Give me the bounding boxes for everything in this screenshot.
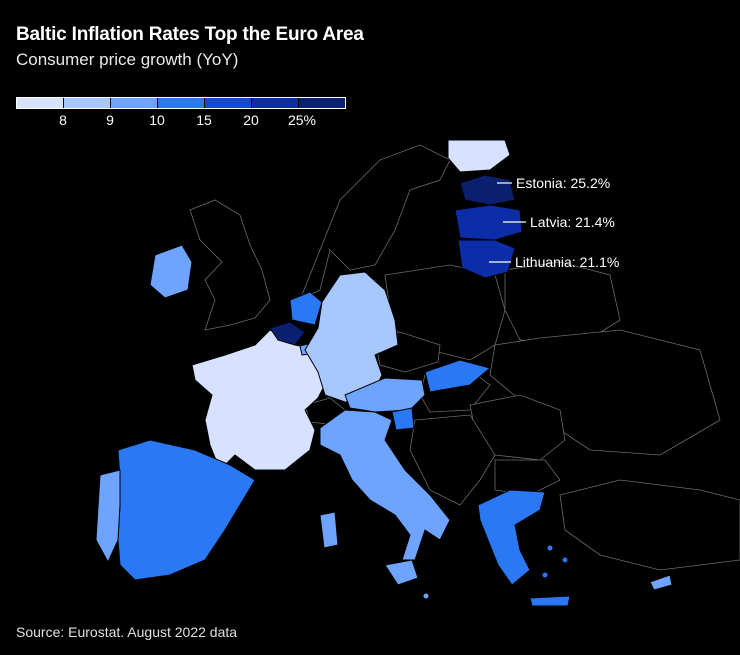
- europe-map: Estonia: 25.2% Latvia: 21.4% Lithuania: …: [95, 139, 740, 607]
- legend-swatch-5: [205, 98, 252, 108]
- legend-tick-25: 25%: [287, 112, 317, 128]
- country-germany: [304, 271, 399, 403]
- island-cyprus: [649, 574, 673, 591]
- country-ukraine: [489, 329, 721, 456]
- country-slovenia: [391, 407, 415, 431]
- island-malta: [422, 592, 430, 600]
- country-italy: [319, 409, 451, 561]
- lithuania-label: Lithuania: 21.1%: [515, 254, 619, 270]
- country-estonia: [459, 174, 516, 206]
- country-balkans: [409, 414, 496, 506]
- chart-subtitle: Consumer price growth (YoY): [16, 50, 239, 69]
- island-aegean-3: [541, 571, 549, 579]
- source-note: Source: Eurostat. August 2022 data: [16, 624, 238, 640]
- island-crete: [529, 595, 571, 607]
- country-uk: [189, 199, 271, 331]
- legend-tick-10: 10: [149, 112, 165, 128]
- country-lithuania: [457, 239, 516, 279]
- country-greece: [477, 489, 546, 586]
- legend-swatch-7: [299, 98, 345, 108]
- legend-swatch-2: [64, 98, 111, 108]
- country-scandinavia: [299, 144, 451, 301]
- island-aegean-2: [561, 556, 569, 564]
- legend-tick-8: 8: [59, 112, 67, 128]
- country-bulgaria: [494, 459, 561, 496]
- color-legend: 8 9 10 15 20 25%: [16, 97, 346, 131]
- estonia-label: Estonia: 25.2%: [516, 175, 610, 191]
- island-aegean-1: [546, 544, 554, 552]
- legend-swatch-1: [17, 98, 64, 108]
- country-austria: [344, 377, 426, 413]
- chart-title: Baltic Inflation Rates Top the Euro Area: [16, 24, 364, 45]
- legend-swatch-6: [252, 98, 299, 108]
- legend-swatch-4: [158, 98, 205, 108]
- country-netherlands: [289, 291, 323, 326]
- country-latvia: [454, 204, 523, 241]
- legend-swatch-3: [111, 98, 158, 108]
- legend-ticks: 8 9 10 15 20 25%: [16, 109, 346, 128]
- legend-tick-20: 20: [243, 112, 259, 128]
- island-sardinia: [319, 511, 339, 549]
- legend-tick-15: 15: [196, 112, 212, 128]
- latvia-label: Latvia: 21.4%: [530, 214, 615, 230]
- legend-tick-9: 9: [106, 112, 114, 128]
- country-ireland: [149, 244, 193, 299]
- country-spain: [117, 439, 256, 581]
- island-sicily: [384, 559, 419, 586]
- country-belgium: [269, 321, 306, 346]
- legend-bar: [16, 97, 346, 109]
- country-slovakia: [424, 359, 491, 393]
- country-finland: [447, 139, 511, 173]
- country-turkey: [559, 479, 740, 571]
- country-portugal: [95, 469, 121, 563]
